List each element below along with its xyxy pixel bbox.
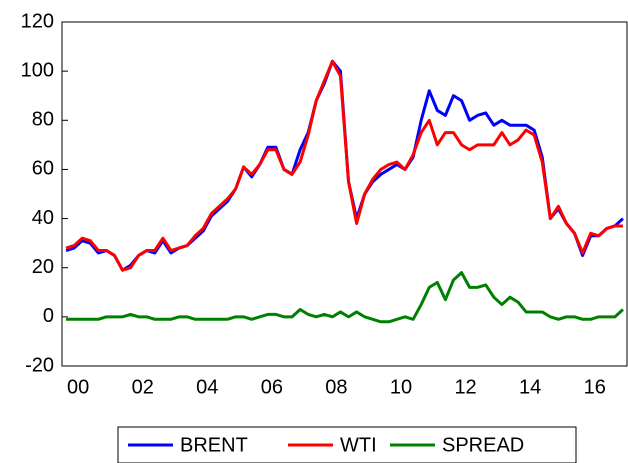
plot-frame <box>61 21 628 367</box>
y-tick-label: 120 <box>21 10 54 32</box>
x-tick-label: 02 <box>132 376 154 398</box>
y-tick-label: 20 <box>32 256 54 278</box>
legend-label: WTI <box>340 434 377 456</box>
x-tick-label: 06 <box>261 376 283 398</box>
x-tick-label: 00 <box>67 376 89 398</box>
x-tick-label: 14 <box>519 376 541 398</box>
legend-label: SPREAD <box>442 434 524 456</box>
x-tick-label: 04 <box>196 376 218 398</box>
x-tick-label: 12 <box>454 376 476 398</box>
series-line <box>66 271 624 324</box>
x-tick-label: 16 <box>584 376 606 398</box>
y-tick-label: 40 <box>32 207 54 229</box>
x-tick-label: 08 <box>325 376 347 398</box>
legend-box <box>117 426 577 463</box>
y-tick-label: 100 <box>21 59 54 81</box>
series-line <box>65 59 624 272</box>
y-tick-label: 0 <box>43 305 54 327</box>
y-tick-label: -20 <box>25 354 54 376</box>
series-line <box>65 59 623 272</box>
legend-label: BRENT <box>180 434 248 456</box>
x-tick-label: 10 <box>390 376 412 398</box>
y-tick-label: 60 <box>32 158 54 180</box>
legend: BRENT WTI SPREAD <box>117 426 577 463</box>
y-tick-label: 80 <box>32 109 54 131</box>
